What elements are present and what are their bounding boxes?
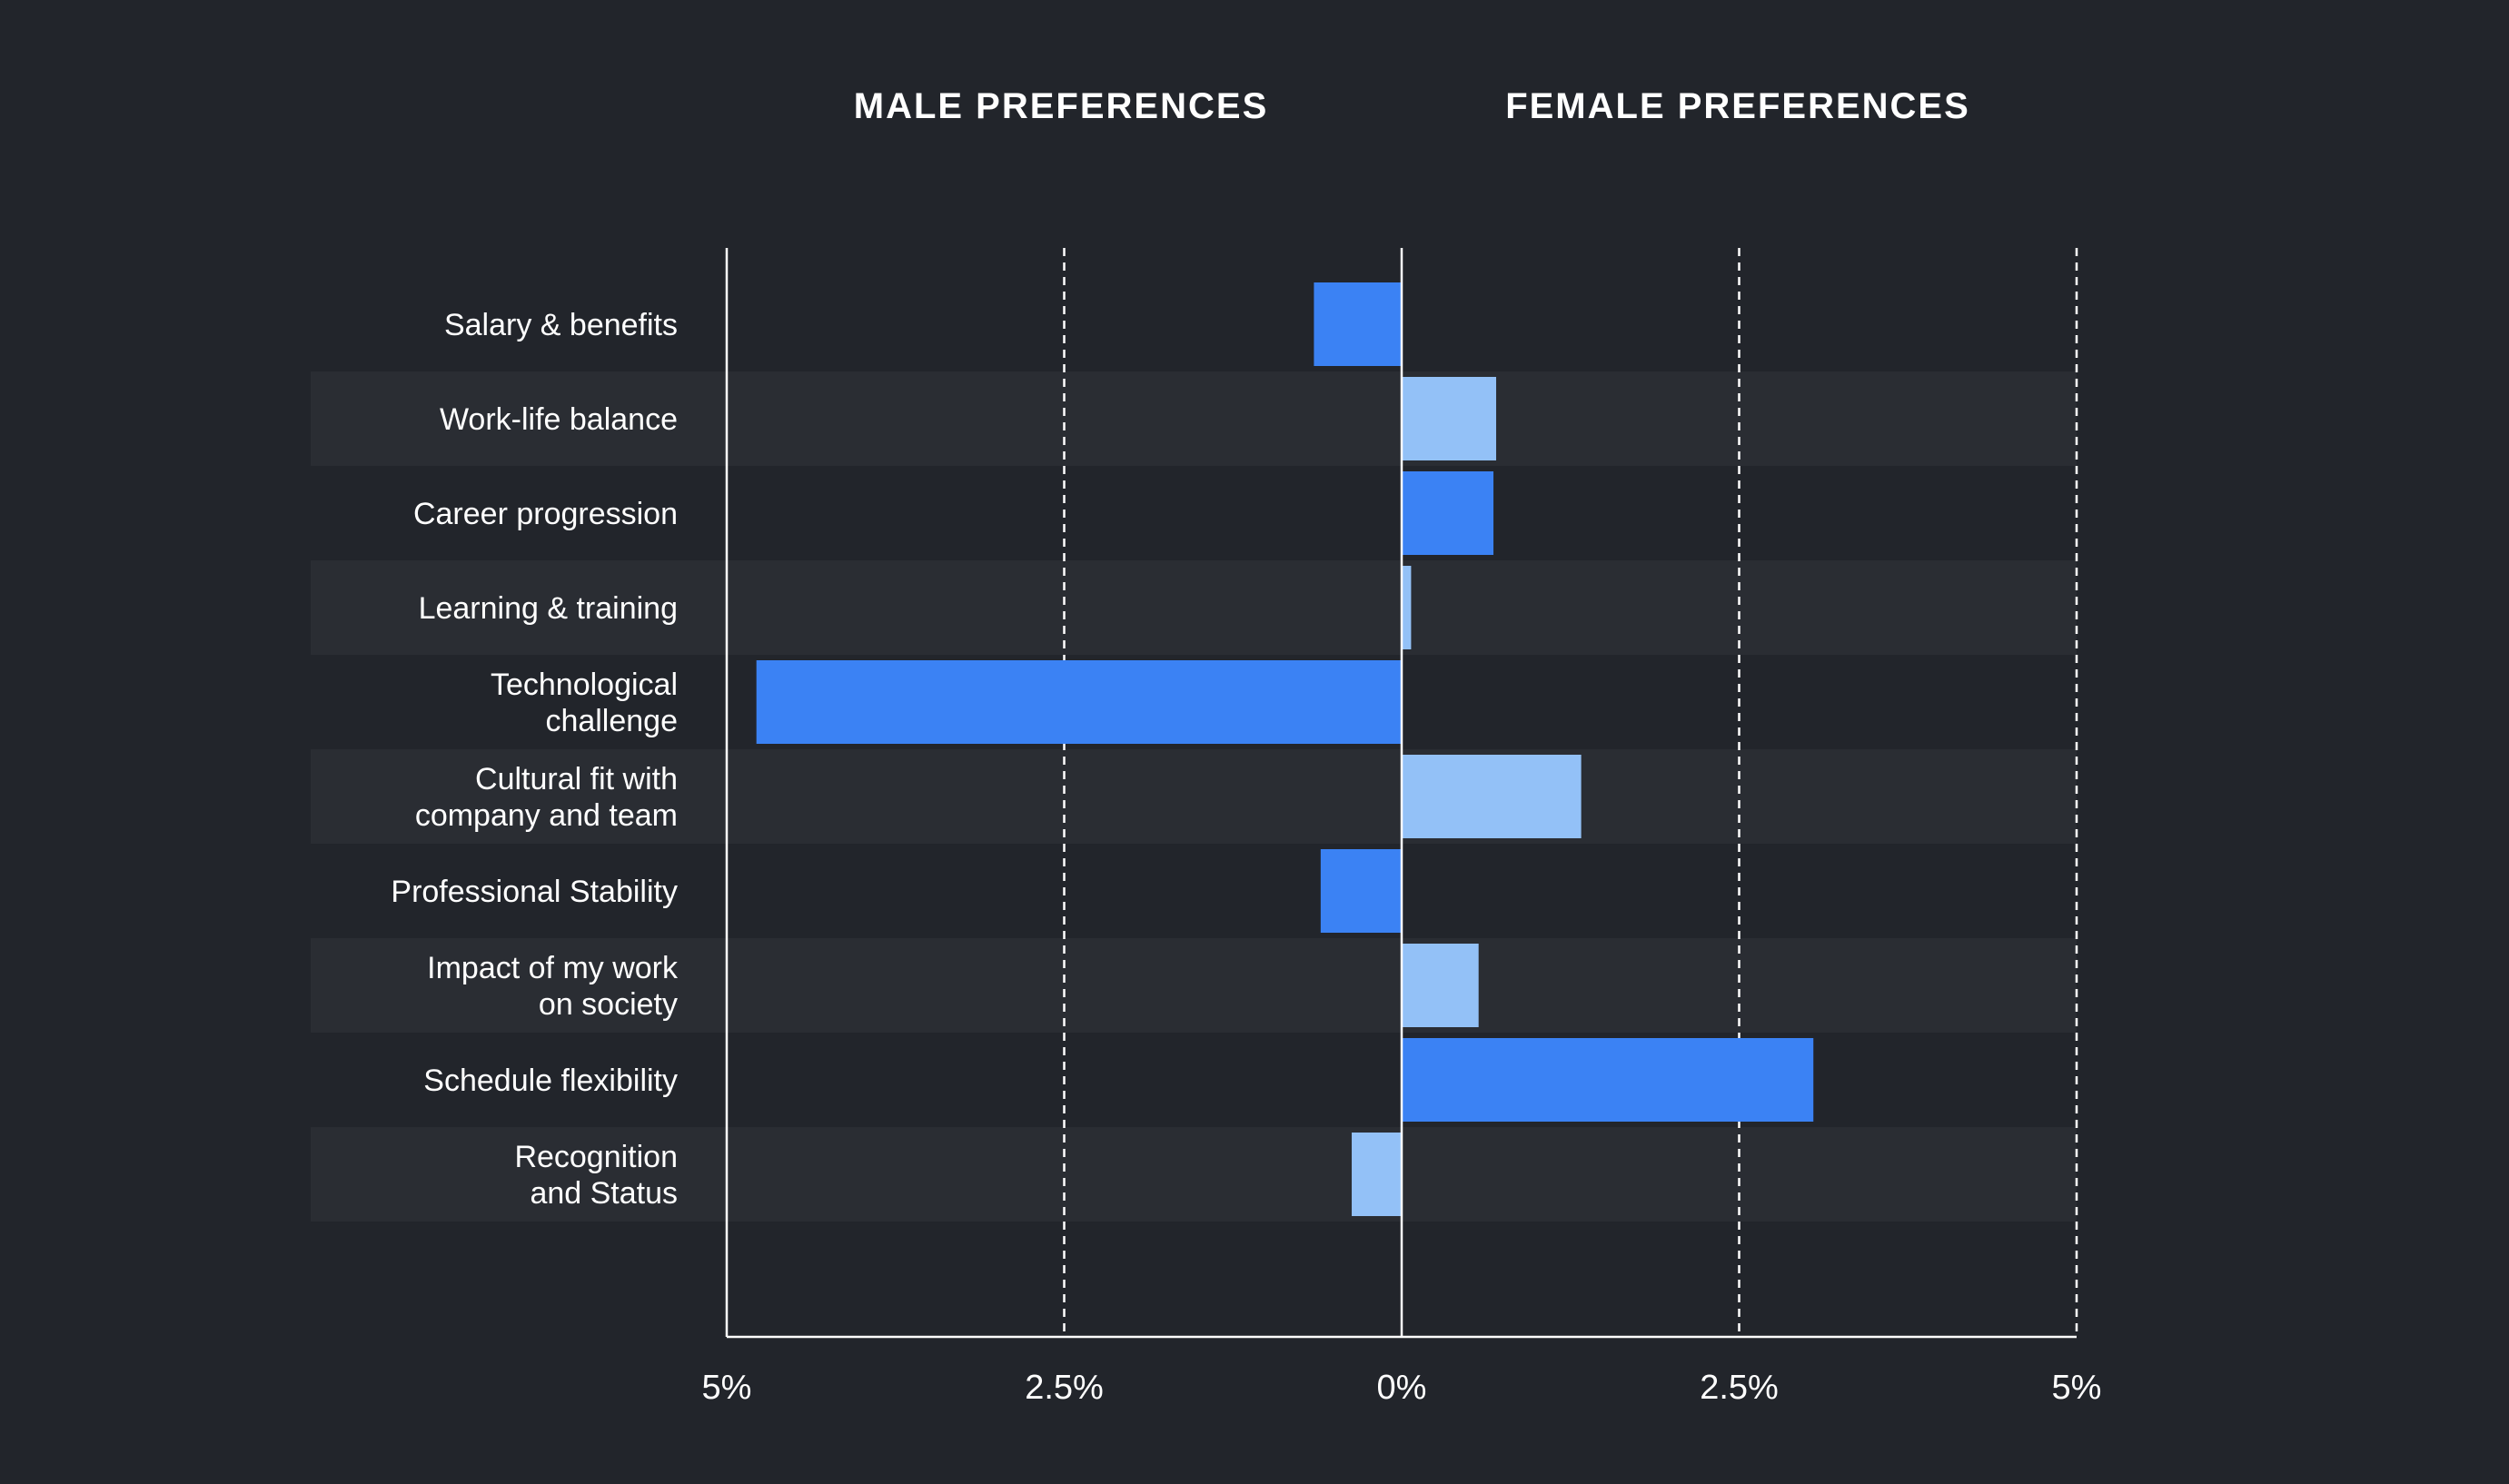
- bar: [1402, 377, 1497, 460]
- bar: [1402, 944, 1479, 1027]
- category-label-line: Impact of my work: [427, 951, 679, 985]
- bar: [1402, 471, 1494, 555]
- bar: [1320, 849, 1402, 933]
- tick-label: 5%: [2052, 1369, 2102, 1407]
- bar: [756, 660, 1402, 744]
- category-label-line: Work-life balance: [440, 402, 678, 437]
- category-label: Recognition and Status: [514, 1140, 678, 1211]
- tick-label: 5%: [702, 1369, 752, 1407]
- category-label: Work-life balance: [440, 402, 678, 437]
- category-label: Impact of my work on society: [427, 951, 679, 1022]
- bar: [1402, 566, 1412, 649]
- category-label-line: Cultural fit with: [475, 762, 678, 796]
- row-band: [311, 560, 2077, 655]
- tick-label: 2.5%: [1025, 1369, 1104, 1407]
- bar: [1402, 755, 1582, 838]
- category-label-line: challenge: [545, 704, 678, 738]
- bar: [1314, 282, 1402, 366]
- row-band: [311, 749, 2077, 844]
- row-band: [311, 938, 2077, 1033]
- category-label: Learning & training: [419, 591, 678, 626]
- grid-lines: [1063, 248, 2078, 1337]
- tick-labels: 5% 2.5% 0% 2.5% 5%: [702, 1369, 2102, 1407]
- row-bands: [311, 371, 2077, 1222]
- row-band: [311, 371, 2077, 466]
- category-label: Cultural fit with company and team: [415, 762, 678, 833]
- category-label: Schedule flexibility: [423, 1064, 678, 1098]
- tick-label: 2.5%: [1700, 1369, 1779, 1407]
- bars: [756, 282, 1814, 1216]
- tick-label: 0%: [1377, 1369, 1427, 1407]
- category-label-line: company and team: [415, 798, 678, 833]
- category-label: Career progression: [413, 497, 678, 531]
- category-label-line: and Status: [530, 1176, 678, 1211]
- category-label-line: Recognition: [514, 1140, 678, 1174]
- male-preferences-header: MALE PREFERENCES: [854, 86, 1269, 126]
- category-label-line: Salary & benefits: [444, 308, 678, 342]
- bar: [1402, 1038, 1814, 1122]
- category-label-line: Technological: [491, 668, 678, 702]
- category-label-line: Professional Stability: [391, 875, 678, 909]
- axes: [725, 248, 2077, 1339]
- category-label-line: Learning & training: [419, 591, 678, 626]
- category-label-line: Schedule flexibility: [423, 1064, 678, 1098]
- category-label-line: on society: [539, 987, 678, 1022]
- category-label: Technological challenge: [491, 668, 678, 738]
- category-label: Salary & benefits: [444, 308, 678, 342]
- category-label: Professional Stability: [391, 875, 678, 909]
- category-label-line: Career progression: [413, 497, 678, 531]
- row-band: [311, 1127, 2077, 1222]
- category-labels: Salary & benefits Work-life balance Career…: [391, 308, 679, 1211]
- bar: [1352, 1133, 1402, 1216]
- female-preferences-header: FEMALE PREFERENCES: [1505, 86, 1970, 126]
